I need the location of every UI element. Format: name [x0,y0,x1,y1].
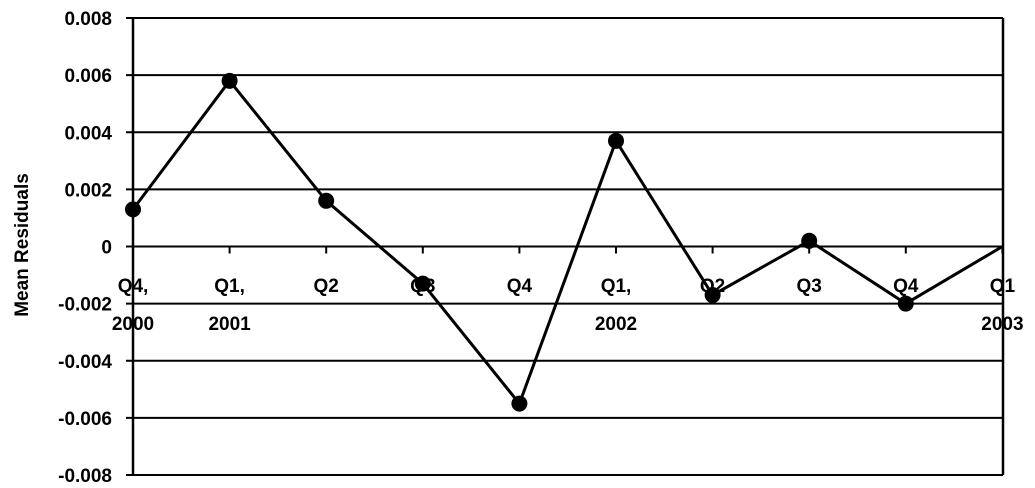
data-point [125,201,141,218]
x-tick-label: Q3 [797,276,822,297]
data-point [414,275,431,292]
y-tick-label: 0.006 [64,66,112,87]
y-tick-labels: 0.008 0.006 0.004 0.002 0 -0.002 -0.004 -0.006 -… [58,9,112,487]
data-point [221,72,238,89]
data-point [511,395,528,412]
data-point [704,287,721,304]
y-tick-label: -0.002 [58,295,112,316]
x-tick-label: Q4 [893,276,919,297]
y-tick-label: 0.002 [64,180,112,201]
y-axis-title: Mean Residuals [12,173,33,317]
x-tick-label: Q1 [990,276,1016,297]
x-tick-label: Q1, [214,276,245,297]
data-point [897,295,914,312]
x-tick-label: Q4 [507,276,533,297]
y-tick-label: -0.004 [58,352,112,373]
series-line-path [131,78,1004,407]
y-tick-label: 0 [101,238,112,259]
x-tick-label: Q2 [314,276,339,297]
data-point [608,132,624,149]
x-tick-label: 2003 [981,314,1023,335]
data-point [801,232,818,249]
x-tick-label: 2000 [112,314,154,335]
x-tick-label: Q1, [601,276,632,297]
y-tick-label: 0.004 [64,123,112,144]
x-tick-label: 2002 [595,314,637,335]
data-point [318,192,335,209]
y-tick-label: -0.006 [58,409,112,430]
gridlines [126,17,1005,476]
y-tick-label: 0.008 [64,9,112,30]
series-line [125,72,1004,412]
x-tick-label: 2001 [208,314,251,335]
x-tick-label: Q4, [118,276,149,297]
y-tick-label: -0.008 [58,466,112,487]
